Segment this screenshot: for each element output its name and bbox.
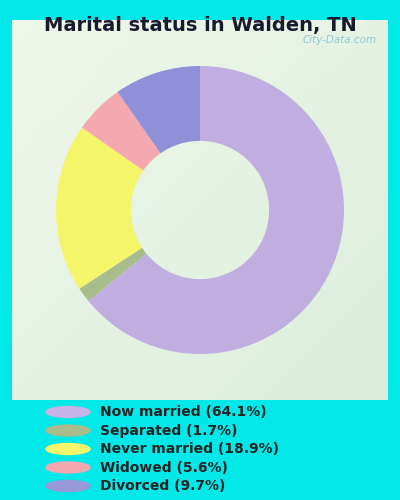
Circle shape — [46, 462, 90, 473]
Wedge shape — [82, 92, 160, 170]
Text: Widowed (5.6%): Widowed (5.6%) — [100, 460, 228, 474]
Text: Marital status in Walden, TN: Marital status in Walden, TN — [44, 16, 356, 35]
Text: Divorced (9.7%): Divorced (9.7%) — [100, 479, 225, 493]
Text: Never married (18.9%): Never married (18.9%) — [100, 442, 279, 456]
Circle shape — [46, 406, 90, 418]
Circle shape — [46, 480, 90, 492]
Wedge shape — [79, 248, 146, 301]
Text: Now married (64.1%): Now married (64.1%) — [100, 405, 267, 419]
Wedge shape — [88, 66, 344, 354]
Wedge shape — [56, 128, 143, 288]
Circle shape — [46, 425, 90, 436]
Circle shape — [46, 444, 90, 454]
Text: Separated (1.7%): Separated (1.7%) — [100, 424, 238, 438]
Wedge shape — [118, 66, 200, 154]
Text: City-Data.com: City-Data.com — [302, 35, 377, 45]
